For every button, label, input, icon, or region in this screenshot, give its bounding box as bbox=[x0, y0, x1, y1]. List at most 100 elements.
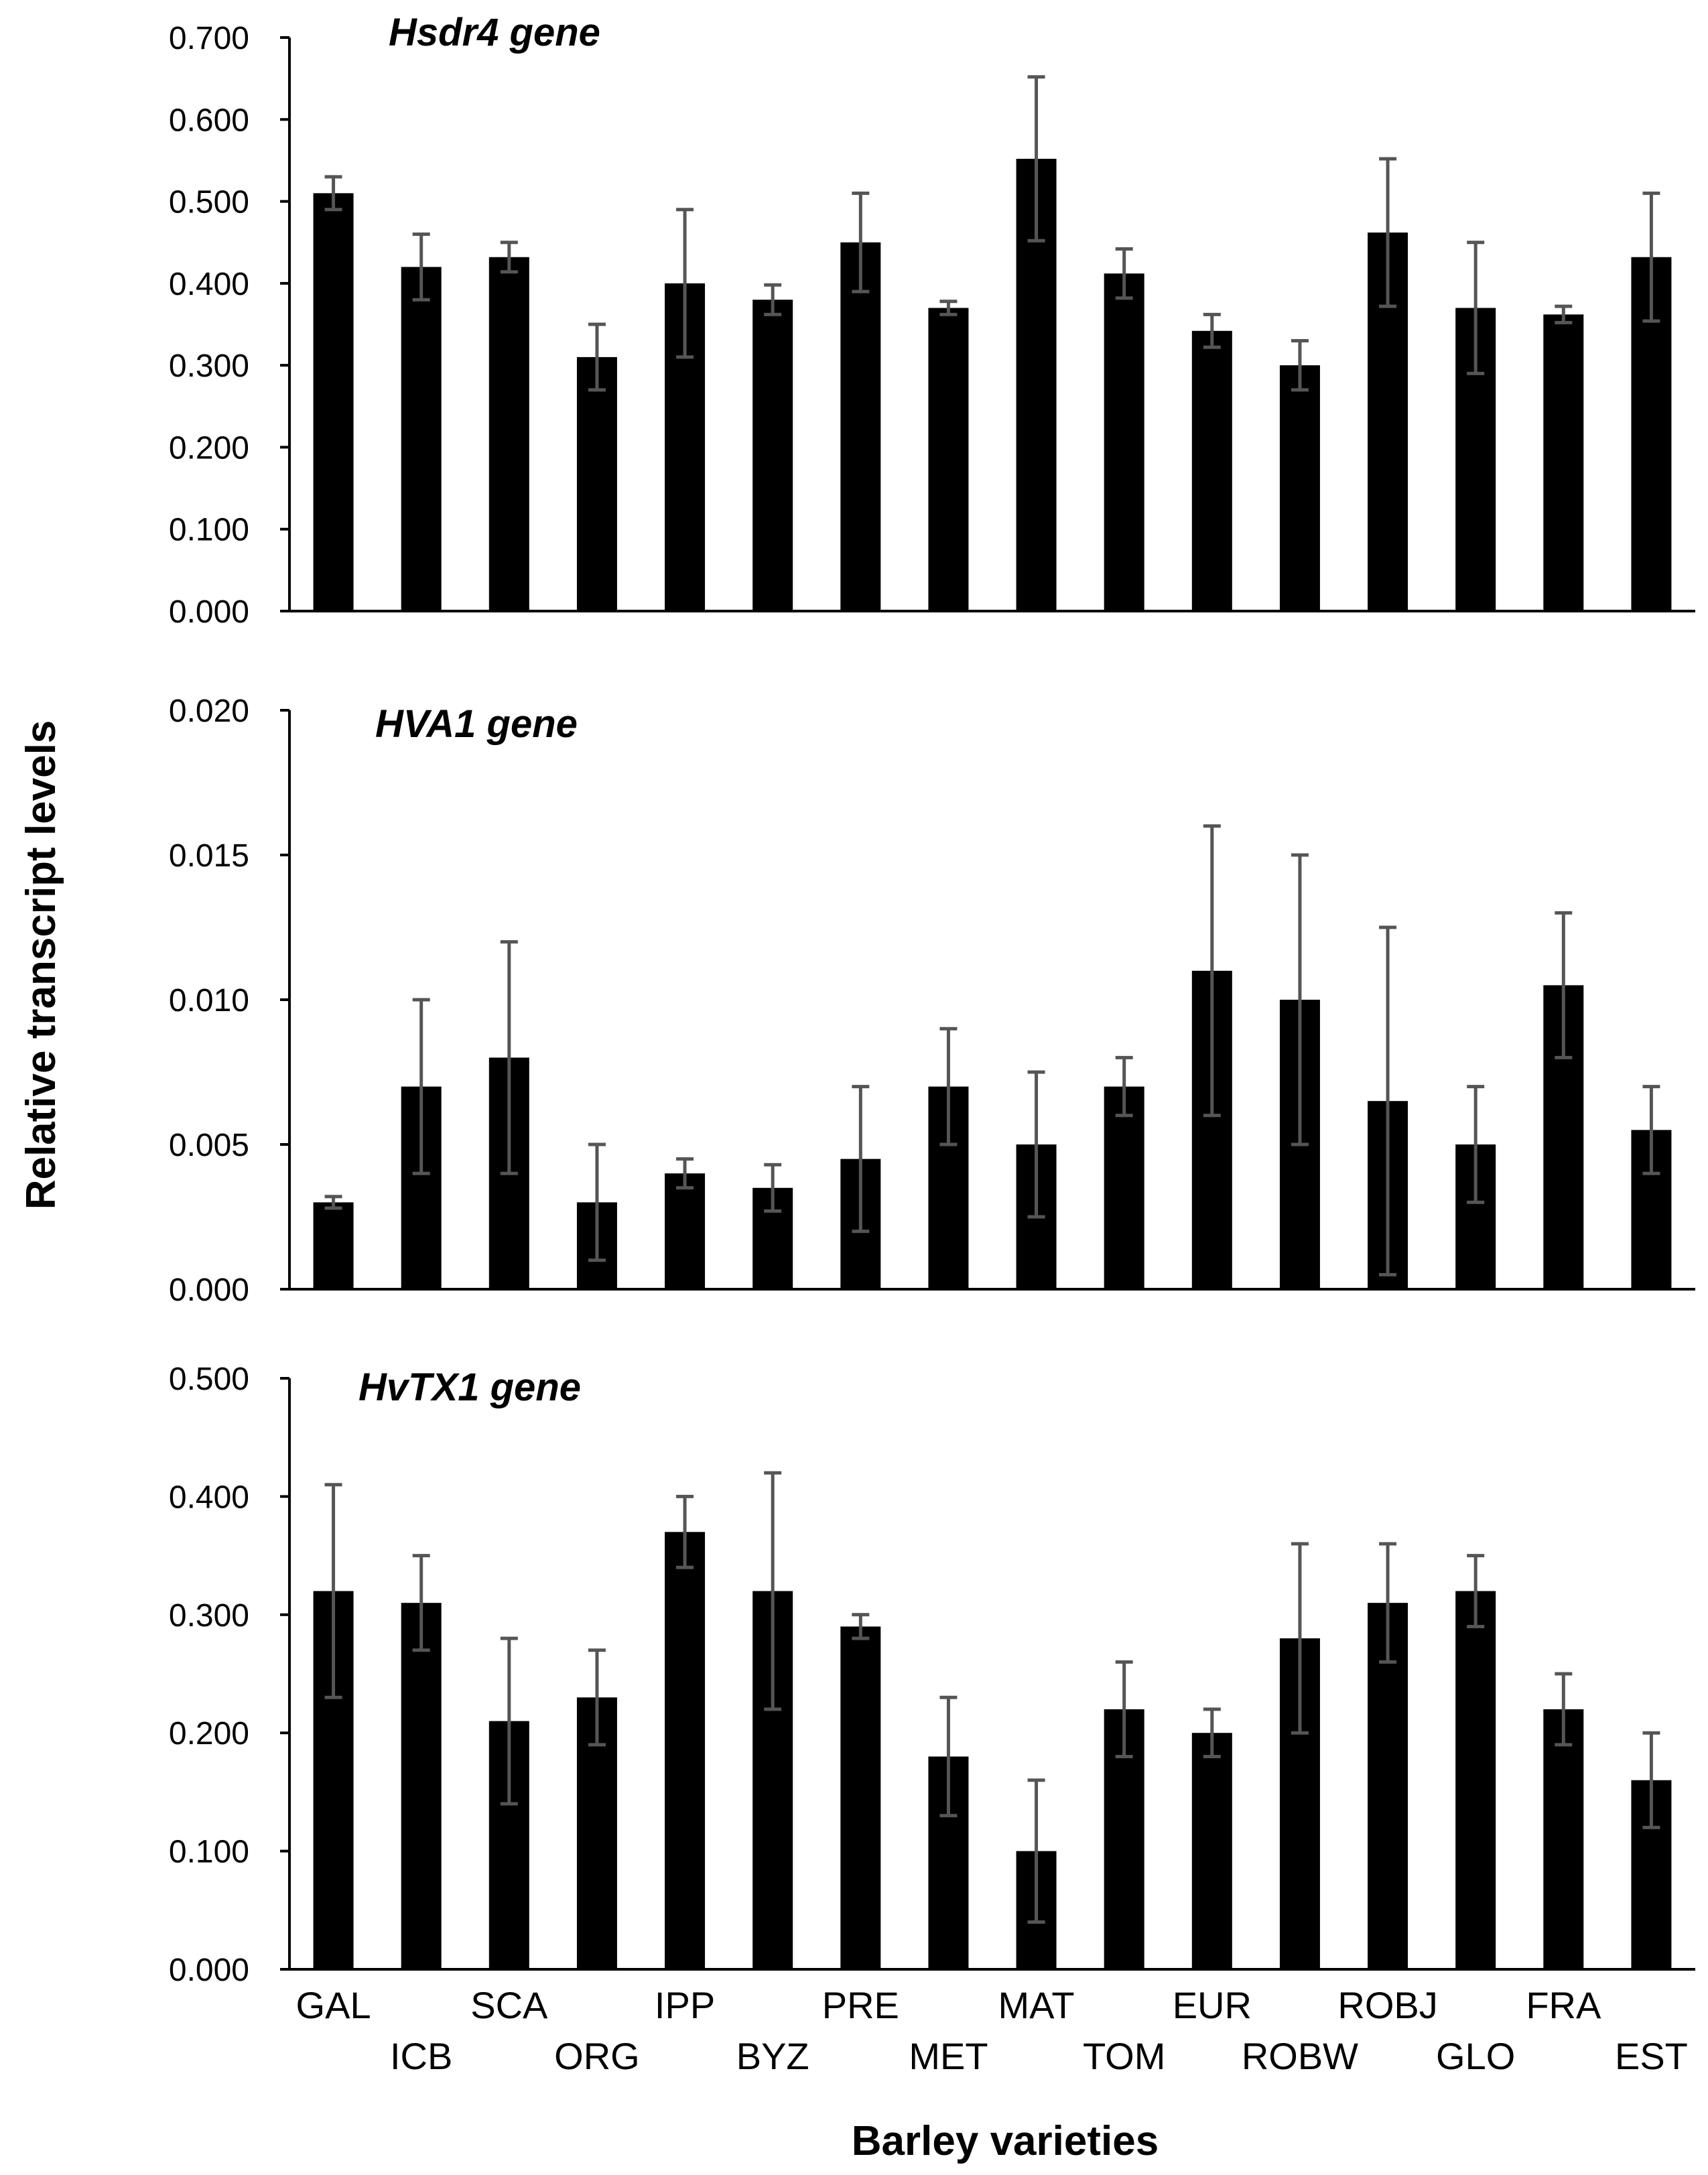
bar-fra bbox=[1543, 1709, 1584, 1969]
error-bar-org bbox=[588, 322, 606, 392]
error-bar-eur bbox=[1203, 824, 1221, 1118]
bar-eur bbox=[1191, 1733, 1232, 1969]
x-category-label: BYZ bbox=[736, 2035, 809, 2077]
error-bar-sca bbox=[500, 940, 518, 1175]
bar-sca bbox=[488, 257, 529, 611]
bar-byz bbox=[752, 300, 793, 611]
chart-panel-1: Hsdr4 gene 0.000 0.100 0.200 0.300 0.400 0.500… bbox=[169, 11, 1695, 630]
bar-glo bbox=[1455, 1591, 1496, 1969]
error-bar-glo bbox=[1467, 1554, 1485, 1628]
bar-eur bbox=[1191, 330, 1232, 611]
error-bar-fra bbox=[1555, 1672, 1573, 1747]
y-tick-label: 0.300 bbox=[169, 1598, 249, 1634]
panel-title: Hsdr4 gene bbox=[389, 11, 600, 54]
bar-tom bbox=[1104, 1086, 1144, 1289]
bar-icb bbox=[401, 267, 442, 611]
error-bar-icb bbox=[412, 1554, 430, 1652]
y-tick-label: 0.600 bbox=[169, 103, 249, 138]
y-tick-label: 0.100 bbox=[169, 1835, 249, 1870]
y-tick-label: 0.010 bbox=[169, 983, 249, 1018]
x-category-label: MAT bbox=[998, 1984, 1075, 2026]
error-bar-sca bbox=[500, 241, 518, 274]
error-bar-gal bbox=[324, 1483, 342, 1699]
y-tick-label: 0.700 bbox=[169, 21, 249, 56]
error-bar-icb bbox=[412, 232, 430, 302]
y-tick-label: 0.200 bbox=[169, 1716, 249, 1752]
error-bar-pre bbox=[852, 1613, 870, 1640]
error-bar-glo bbox=[1467, 1085, 1485, 1204]
error-bar-fra bbox=[1555, 911, 1573, 1059]
error-bar-tom bbox=[1115, 1660, 1133, 1758]
error-bar-icb bbox=[412, 998, 430, 1175]
error-bar-robw bbox=[1291, 1542, 1309, 1735]
bar-pre bbox=[840, 1626, 881, 1969]
bar-ipp bbox=[665, 1532, 706, 1969]
x-category-label: ICB bbox=[390, 2035, 452, 2077]
y-tick-label: 0.500 bbox=[169, 185, 249, 220]
y-tick-label: 0.100 bbox=[169, 513, 249, 548]
chart-panel-2: HVA1 gene 0.000 0.005 0.010 0.015 0.020 bbox=[169, 694, 1695, 1308]
error-bar-ipp bbox=[676, 1494, 694, 1569]
bar-org bbox=[576, 356, 617, 611]
error-bar-gal bbox=[324, 1195, 342, 1210]
error-bar-robw bbox=[1291, 338, 1309, 392]
error-bar-est bbox=[1642, 191, 1660, 323]
error-bar-eur bbox=[1203, 1707, 1221, 1758]
error-bar-robj bbox=[1379, 1542, 1397, 1664]
chart-panel-3: HvTX1 gene 0.000 0.100 0.200 0.300 0.400 0.500 bbox=[169, 1362, 1695, 1988]
bar-met bbox=[928, 308, 969, 611]
x-category-label: FRA bbox=[1526, 1984, 1601, 2026]
error-bar-mat bbox=[1027, 1778, 1045, 1924]
error-bar-robj bbox=[1379, 157, 1397, 308]
y-tick-label: 0.020 bbox=[169, 694, 249, 729]
error-bar-fra bbox=[1555, 304, 1573, 325]
error-bar-mat bbox=[1027, 1070, 1045, 1219]
y-tick-label: 0.000 bbox=[169, 1953, 249, 1988]
bar-tom bbox=[1104, 273, 1144, 611]
x-category-label: TOM bbox=[1083, 2035, 1165, 2077]
x-category-label: EST bbox=[1615, 2035, 1688, 2077]
panel-title: HvTX1 gene bbox=[358, 1366, 581, 1409]
y-tick-label: 0.000 bbox=[169, 1272, 249, 1308]
x-category-label: ROBW bbox=[1242, 2035, 1358, 2077]
x-category-label: EUR bbox=[1173, 1984, 1252, 2026]
x-category-label: PRE bbox=[822, 1984, 899, 2026]
x-category-label: ROBJ bbox=[1337, 1984, 1437, 2026]
error-bar-byz bbox=[764, 283, 782, 316]
error-bar-mat bbox=[1027, 75, 1045, 243]
y-tick-label: 0.500 bbox=[169, 1362, 249, 1397]
bar-pre bbox=[840, 242, 881, 611]
error-bar-tom bbox=[1115, 1055, 1133, 1118]
error-bar-met bbox=[939, 1027, 958, 1146]
y-tick-label: 0.015 bbox=[169, 838, 249, 874]
bar-ipp bbox=[665, 1173, 706, 1289]
error-bar-eur bbox=[1203, 312, 1221, 349]
error-bar-sca bbox=[500, 1636, 518, 1806]
bar-icb bbox=[401, 1603, 442, 1969]
error-bar-est bbox=[1642, 1731, 1660, 1829]
y-tick-label: 0.000 bbox=[169, 594, 249, 630]
bar-gal bbox=[313, 193, 354, 611]
x-category-label: GAL bbox=[296, 1984, 371, 2026]
bar-gal bbox=[313, 1202, 354, 1289]
panel-title: HVA1 gene bbox=[375, 702, 578, 746]
error-bar-robw bbox=[1291, 853, 1309, 1146]
y-tick-label: 0.400 bbox=[169, 1479, 249, 1515]
y-axis-title: Relative transcript levels bbox=[18, 720, 64, 1210]
bar-fra bbox=[1543, 314, 1584, 611]
error-bar-met bbox=[939, 300, 958, 316]
error-bar-met bbox=[939, 1695, 958, 1818]
error-bar-byz bbox=[764, 1163, 782, 1213]
error-bar-gal bbox=[324, 175, 342, 212]
error-bar-glo bbox=[1467, 241, 1485, 375]
error-bar-robj bbox=[1379, 925, 1397, 1276]
y-tick-label: 0.005 bbox=[169, 1128, 249, 1163]
x-category-label: IPP bbox=[655, 1984, 715, 2026]
error-bar-ipp bbox=[676, 208, 694, 359]
x-category-label: GLO bbox=[1436, 2035, 1515, 2077]
x-category-label: SCA bbox=[470, 1984, 548, 2026]
error-bar-org bbox=[588, 1648, 606, 1747]
error-bar-org bbox=[588, 1142, 606, 1262]
